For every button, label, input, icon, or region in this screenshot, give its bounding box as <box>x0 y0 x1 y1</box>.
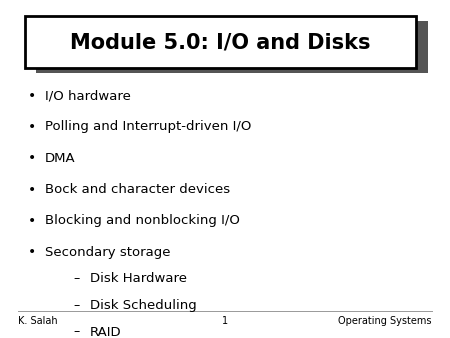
Text: Blocking and nonblocking I/O: Blocking and nonblocking I/O <box>45 214 240 227</box>
Text: •: • <box>27 120 36 134</box>
Text: •: • <box>27 89 36 103</box>
Text: Disk Hardware: Disk Hardware <box>90 272 187 285</box>
Text: –: – <box>73 325 80 338</box>
Text: –: – <box>73 272 80 285</box>
Text: Polling and Interrupt-driven I/O: Polling and Interrupt-driven I/O <box>45 120 252 134</box>
Text: –: – <box>73 299 80 312</box>
Text: •: • <box>27 214 36 228</box>
Text: 1: 1 <box>222 316 228 327</box>
Text: •: • <box>27 151 36 165</box>
Text: Bock and character devices: Bock and character devices <box>45 183 230 196</box>
Text: Secondary storage: Secondary storage <box>45 246 171 259</box>
Text: Operating Systems: Operating Systems <box>338 316 432 327</box>
Text: Module 5.0: I/O and Disks: Module 5.0: I/O and Disks <box>70 32 371 52</box>
Text: •: • <box>27 183 36 196</box>
Text: •: • <box>27 245 36 259</box>
Text: I/O hardware: I/O hardware <box>45 89 131 102</box>
Text: RAID: RAID <box>90 325 122 338</box>
Text: Disk Scheduling: Disk Scheduling <box>90 299 197 312</box>
Text: K. Salah: K. Salah <box>18 316 58 327</box>
Text: DMA: DMA <box>45 152 76 165</box>
FancyBboxPatch shape <box>36 21 428 73</box>
FancyBboxPatch shape <box>25 17 416 68</box>
